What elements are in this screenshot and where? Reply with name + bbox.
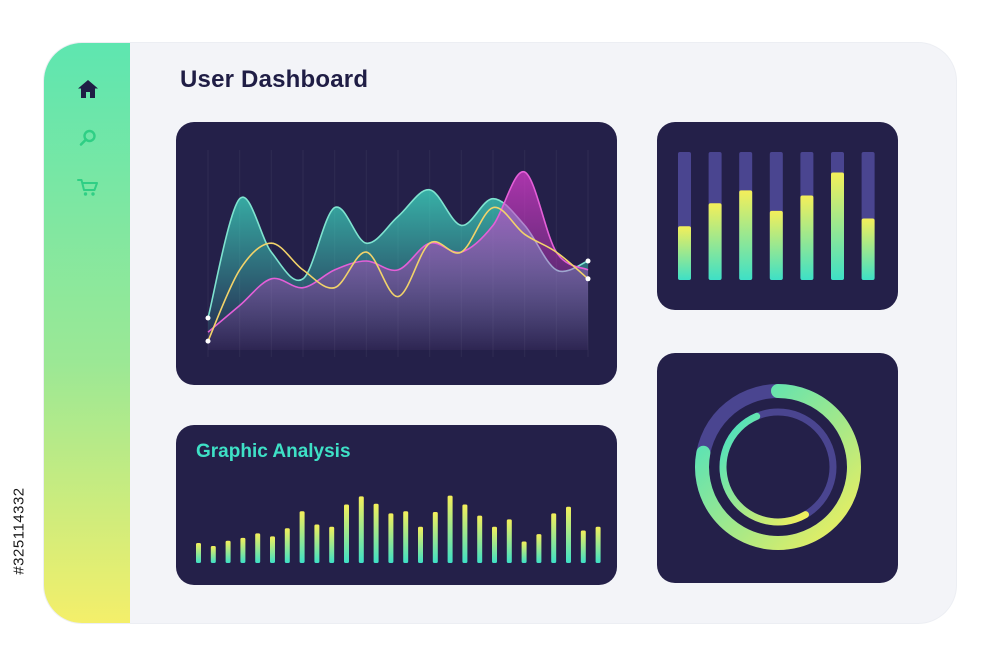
bar: [255, 533, 261, 563]
bar: [708, 203, 722, 280]
bar: [196, 543, 201, 563]
bar: [240, 537, 246, 563]
vertical-bars-card: [657, 122, 898, 310]
line-end-point: [585, 276, 591, 282]
bar: [210, 545, 216, 563]
vertical-bar-chart: [678, 152, 875, 280]
line-chart: [205, 150, 591, 357]
bar: [284, 528, 290, 563]
bar: [373, 503, 379, 563]
graphic-analysis-card: Graphic Analysis: [176, 425, 617, 585]
bar: [432, 511, 438, 563]
bar: [551, 513, 557, 563]
donut-outer-arc: [695, 384, 861, 550]
bar: [831, 172, 844, 280]
series-line-magenta: [207, 171, 589, 333]
series-area-magenta: [208, 171, 588, 350]
bar: [462, 504, 468, 563]
home-icon: [78, 80, 98, 98]
watermark-id: #325114332: [6, 436, 32, 626]
sidebar-item-search[interactable]: [77, 127, 99, 149]
bar: [329, 526, 335, 563]
bar: [506, 519, 512, 563]
bar: [477, 515, 483, 563]
line-chart-card: [176, 122, 617, 385]
watermark-text: #325114332: [10, 487, 28, 575]
series-line-yellow: [207, 206, 589, 342]
bar: [388, 513, 394, 563]
bar: [314, 524, 320, 563]
sidebar-item-cart[interactable]: [77, 176, 99, 198]
sidebar-item-home[interactable]: [77, 78, 99, 100]
donut-chart: [695, 384, 861, 550]
search-icon: [79, 129, 96, 146]
bar: [595, 526, 601, 563]
bar: [739, 190, 753, 280]
cart-icon: [77, 179, 98, 196]
bar: [418, 526, 423, 563]
bar: [492, 526, 497, 563]
graphic-analysis-title: Graphic Analysis: [196, 441, 351, 462]
bar: [536, 534, 542, 563]
bar: [403, 511, 409, 563]
bar: [861, 218, 875, 280]
bar: [678, 226, 691, 280]
bar: [566, 506, 571, 563]
analysis-bar-chart: [196, 495, 601, 563]
donut-inner-arc: [719, 412, 809, 526]
page-title: User Dashboard: [180, 66, 369, 93]
bar: [447, 495, 453, 563]
bar: [580, 530, 586, 563]
bar: [344, 504, 349, 563]
bar: [270, 536, 275, 563]
line-end-point: [585, 258, 591, 264]
line-end-point: [205, 338, 211, 344]
bar: [769, 210, 783, 280]
bar: [299, 511, 305, 563]
bar: [521, 541, 527, 563]
donut-chart-card: [657, 353, 898, 583]
bar: [358, 496, 364, 563]
bar: [225, 540, 231, 563]
sidebar: [44, 43, 130, 623]
line-end-point: [205, 315, 211, 321]
bar: [800, 195, 814, 280]
